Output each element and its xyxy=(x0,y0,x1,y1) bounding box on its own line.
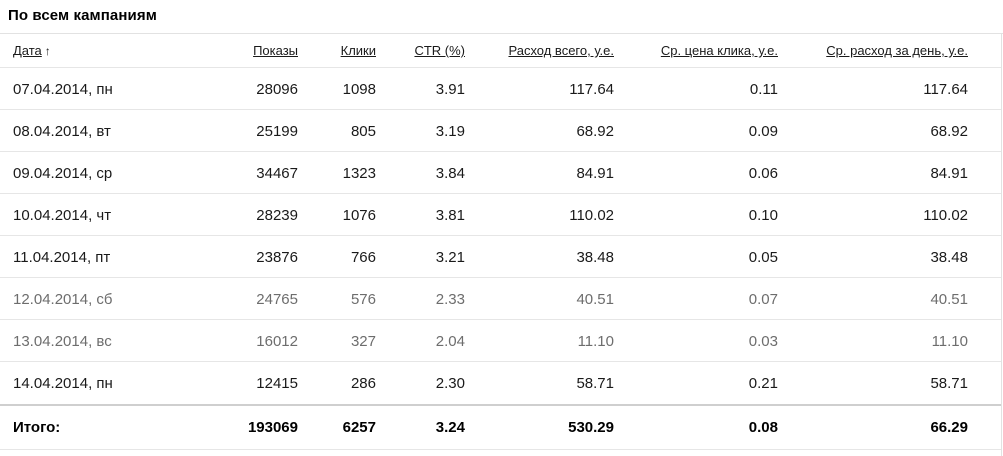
totals-row: Итого: 193069 6257 3.24 530.29 0.08 66.2… xyxy=(0,404,1001,450)
cell-ctr: 3.21 xyxy=(435,249,465,266)
cell-daily: 84.91 xyxy=(930,165,968,182)
sort-ascending-icon: ↑ xyxy=(44,44,51,58)
cell-cpc: 0.10 xyxy=(748,207,778,224)
cell-date: 11.04.2014, пт xyxy=(13,249,111,266)
total-clicks: 6257 xyxy=(342,419,376,436)
cell-clicks: 327 xyxy=(350,333,376,350)
column-header-daily[interactable]: Ср. расход за день, у.е. xyxy=(826,43,968,58)
total-daily: 66.29 xyxy=(930,419,968,436)
cell-shows: 24765 xyxy=(256,291,298,308)
table-row: 11.04.2014, пт 23876 766 3.21 38.48 0.05… xyxy=(0,236,1001,278)
cell-daily: 68.92 xyxy=(930,123,968,140)
total-cpc: 0.08 xyxy=(748,419,778,436)
cell-cpc: 0.06 xyxy=(748,165,778,182)
table-body: 07.04.2014, пн 28096 1098 3.91 117.64 0.… xyxy=(0,68,1001,404)
cell-clicks: 1323 xyxy=(342,165,376,182)
cell-date: 13.04.2014, вс xyxy=(13,333,112,350)
column-header-date[interactable]: Дата ↑ xyxy=(13,43,51,58)
cell-spent: 68.92 xyxy=(576,123,614,140)
cell-cpc: 0.21 xyxy=(748,375,778,392)
cell-ctr: 2.04 xyxy=(435,333,465,350)
cell-shows: 28096 xyxy=(256,81,298,98)
cell-clicks: 766 xyxy=(350,249,376,266)
cell-spent: 110.02 xyxy=(569,207,614,224)
cell-daily: 58.71 xyxy=(930,375,968,392)
cell-shows: 34467 xyxy=(256,165,298,182)
column-header-spent[interactable]: Расход всего, у.е. xyxy=(508,43,614,58)
totals-label: Итого: xyxy=(13,419,61,436)
cell-shows: 12415 xyxy=(256,375,298,392)
cell-cpc: 0.05 xyxy=(748,249,778,266)
cell-shows: 28239 xyxy=(256,207,298,224)
cell-spent: 11.10 xyxy=(577,333,614,350)
cell-shows: 23876 xyxy=(256,249,298,266)
table-row: 13.04.2014, вс 16012 327 2.04 11.10 0.03… xyxy=(0,320,1001,362)
cell-ctr: 2.30 xyxy=(435,375,465,392)
cell-clicks: 576 xyxy=(350,291,376,308)
cell-date: 14.04.2014, пн xyxy=(13,375,113,392)
total-ctr: 3.24 xyxy=(435,419,465,436)
cell-spent: 40.51 xyxy=(576,291,614,308)
cell-cpc: 0.03 xyxy=(748,333,778,350)
table-row: 12.04.2014, сб 24765 576 2.33 40.51 0.07… xyxy=(0,278,1001,320)
cell-daily: 38.48 xyxy=(930,249,968,266)
table-row: 09.04.2014, ср 34467 1323 3.84 84.91 0.0… xyxy=(0,152,1001,194)
cell-spent: 117.64 xyxy=(569,81,614,98)
cell-cpc: 0.09 xyxy=(748,123,778,140)
cell-daily: 110.02 xyxy=(923,207,968,224)
cell-date: 12.04.2014, сб xyxy=(13,291,113,308)
cell-daily: 11.10 xyxy=(931,333,968,350)
cell-spent: 58.71 xyxy=(576,375,614,392)
cell-ctr: 3.81 xyxy=(435,207,465,224)
cell-clicks: 286 xyxy=(350,375,376,392)
column-header-shows[interactable]: Показы xyxy=(253,43,298,58)
cell-date: 08.04.2014, вт xyxy=(13,123,111,140)
table-row: 07.04.2014, пн 28096 1098 3.91 117.64 0.… xyxy=(0,68,1001,110)
cell-shows: 16012 xyxy=(256,333,298,350)
cell-ctr: 3.84 xyxy=(435,165,465,182)
cell-ctr: 2.33 xyxy=(435,291,465,308)
panel-title: По всем кампаниям xyxy=(8,7,157,24)
cell-clicks: 1098 xyxy=(342,81,376,98)
cell-clicks: 805 xyxy=(350,123,376,140)
table-right-border xyxy=(1001,33,1002,456)
cell-spent: 38.48 xyxy=(576,249,614,266)
cell-cpc: 0.07 xyxy=(748,291,778,308)
cell-date: 10.04.2014, чт xyxy=(13,207,112,224)
cell-date: 09.04.2014, ср xyxy=(13,165,113,182)
cell-daily: 40.51 xyxy=(930,291,968,308)
title-divider xyxy=(0,33,1003,34)
cell-clicks: 1076 xyxy=(342,207,376,224)
table-row: 08.04.2014, вт 25199 805 3.19 68.92 0.09… xyxy=(0,110,1001,152)
cell-date: 07.04.2014, пн xyxy=(13,81,113,98)
cell-ctr: 3.19 xyxy=(435,123,465,140)
column-header-ctr[interactable]: CTR (%) xyxy=(414,43,465,58)
total-shows: 193069 xyxy=(247,419,298,436)
table-header: Дата ↑ Показы Клики CTR (%) Расход всего,… xyxy=(0,34,1001,68)
column-header-clicks[interactable]: Клики xyxy=(340,43,376,58)
cell-shows: 25199 xyxy=(256,123,298,140)
total-spent: 530.29 xyxy=(568,419,614,436)
cell-cpc: 0.11 xyxy=(749,81,778,98)
column-header-cpc[interactable]: Ср. цена клика, у.е. xyxy=(660,43,778,58)
cell-ctr: 3.91 xyxy=(435,81,465,98)
table-row: 14.04.2014, пн 12415 286 2.30 58.71 0.21… xyxy=(0,362,1001,404)
cell-daily: 117.64 xyxy=(923,81,968,98)
table-row: 10.04.2014, чт 28239 1076 3.81 110.02 0.… xyxy=(0,194,1001,236)
cell-spent: 84.91 xyxy=(576,165,614,182)
